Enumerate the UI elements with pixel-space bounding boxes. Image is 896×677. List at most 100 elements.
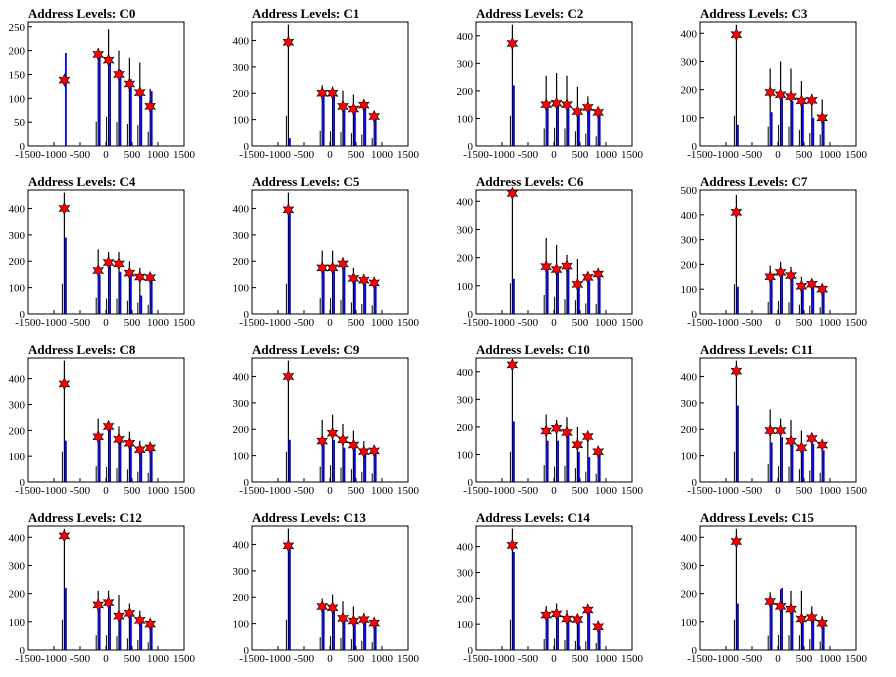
x-tick-label: -1000 xyxy=(489,149,515,161)
star-marker xyxy=(144,441,157,455)
star-marker xyxy=(144,270,157,285)
y-tick-label: 0 xyxy=(20,141,26,153)
star-marker xyxy=(785,434,797,448)
star-marker xyxy=(730,364,743,378)
x-tick-label: -1500 xyxy=(687,653,713,665)
star-marker xyxy=(326,601,339,615)
y-tick-label: 300 xyxy=(681,560,698,572)
star-marker xyxy=(774,423,787,438)
x-tick-label: -1500 xyxy=(239,653,265,665)
star-marker xyxy=(571,438,584,452)
x-tick-label: 1000 xyxy=(819,149,842,161)
x-tick-label: 1500 xyxy=(173,149,196,161)
star-marker xyxy=(581,100,594,115)
x-tick-label: 1500 xyxy=(621,485,644,497)
y-tick-label: 100 xyxy=(233,283,250,295)
y-tick-label: 400 xyxy=(457,542,474,554)
chart-panel: Address Levels: C8 0 100 200 300 400 -1500 -100… xyxy=(9,342,196,497)
chart-panel: Address Levels: C13 0 100 200 300 400 -1500 -10… xyxy=(233,510,420,665)
x-tick-label: 0 xyxy=(551,149,557,161)
x-tick-label: 0 xyxy=(551,485,557,497)
star-marker xyxy=(326,261,339,275)
y-tick-label: 100 xyxy=(233,115,250,127)
chart-panel: Address Levels: C3 0 100 200 300 400 -1500 -100… xyxy=(681,6,868,161)
star-marker xyxy=(316,261,329,275)
x-tick-label: 1500 xyxy=(845,485,868,497)
y-tick-label: 400 xyxy=(457,196,474,208)
x-tick-label: 1500 xyxy=(621,653,644,665)
x-tick-label: 0 xyxy=(775,485,781,497)
x-tick-label: 1500 xyxy=(173,653,196,665)
y-tick-label: 0 xyxy=(244,141,250,153)
y-tick-label: 0 xyxy=(468,645,474,657)
star-marker xyxy=(774,599,787,614)
y-tick-label: 200 xyxy=(457,422,474,434)
y-tick-label: 200 xyxy=(457,86,474,98)
chart-title: Address Levels: C11 xyxy=(700,342,813,357)
y-tick-label: 400 xyxy=(233,203,250,215)
x-tick-label: 500 xyxy=(124,485,141,497)
x-tick-label: 1000 xyxy=(371,485,394,497)
y-tick-label: 0 xyxy=(468,477,474,489)
chart-title: Address Levels: C7 xyxy=(700,174,808,189)
y-tick-label: 400 xyxy=(681,28,698,40)
star-marker xyxy=(357,444,370,459)
star-marker xyxy=(357,273,370,287)
x-tick-label: 1500 xyxy=(173,485,196,497)
star-marker xyxy=(540,259,553,274)
star-marker xyxy=(92,263,105,278)
x-tick-label: 500 xyxy=(796,149,813,161)
chart-panel: Address Levels: C4 0 100 200 300 400 -1500 -100… xyxy=(9,174,196,329)
x-tick-label: 500 xyxy=(348,149,365,161)
y-tick-label: 100 xyxy=(9,451,26,463)
star-marker xyxy=(58,201,71,216)
chart-panel: Address Levels: C5 0 100 200 300 400 -1500 -100… xyxy=(233,174,420,329)
plot-frame xyxy=(251,189,409,315)
star-marker xyxy=(730,534,743,549)
chart-panel: Address Levels: C14 0 100 200 300 400 -1500 -10… xyxy=(457,510,644,665)
star-marker xyxy=(282,369,295,384)
x-tick-label: 1000 xyxy=(819,485,842,497)
star-marker xyxy=(550,262,563,277)
x-tick-label: 1000 xyxy=(147,317,170,329)
y-tick-label: 300 xyxy=(9,560,26,572)
star-marker xyxy=(805,610,818,625)
x-tick-label: -1000 xyxy=(713,485,739,497)
x-tick-label: -1000 xyxy=(489,485,515,497)
x-tick-label: -1500 xyxy=(463,149,489,161)
star-marker xyxy=(561,425,573,440)
chart-title: Address Levels: C6 xyxy=(476,174,584,189)
y-tick-label: 400 xyxy=(233,371,250,383)
y-tick-label: 400 xyxy=(9,374,26,386)
plot-frame xyxy=(251,357,409,483)
x-tick-label: -1500 xyxy=(15,149,41,161)
x-tick-label: 0 xyxy=(103,653,109,665)
y-tick-label: 200 xyxy=(681,85,698,97)
star-marker xyxy=(133,270,146,284)
x-tick-label: 500 xyxy=(572,485,589,497)
x-tick-label: 1000 xyxy=(595,485,618,497)
star-marker xyxy=(92,47,105,62)
star-marker xyxy=(337,611,349,626)
x-tick-label: 1000 xyxy=(819,317,842,329)
star-marker xyxy=(816,438,829,452)
y-tick-label: 200 xyxy=(457,253,474,265)
x-tick-label: -500 xyxy=(742,317,763,329)
star-marker xyxy=(571,277,584,292)
chart-panel: Address Levels: C6 0 100 200 300 400 -1500 -100… xyxy=(457,174,644,329)
x-tick-label: 1500 xyxy=(397,485,420,497)
x-tick-label: 1500 xyxy=(397,317,420,329)
star-marker xyxy=(102,419,115,434)
star-marker xyxy=(795,612,808,626)
chart-title: Address Levels: C13 xyxy=(252,510,366,525)
chart-title: Address Levels: C9 xyxy=(252,342,360,357)
star-marker xyxy=(730,27,743,42)
y-tick-label: 400 xyxy=(457,31,474,43)
y-tick-label: 0 xyxy=(244,477,250,489)
star-marker xyxy=(133,85,146,100)
star-marker xyxy=(540,424,553,438)
y-tick-label: 100 xyxy=(457,113,474,125)
star-marker xyxy=(123,266,136,280)
star-marker xyxy=(795,440,808,455)
